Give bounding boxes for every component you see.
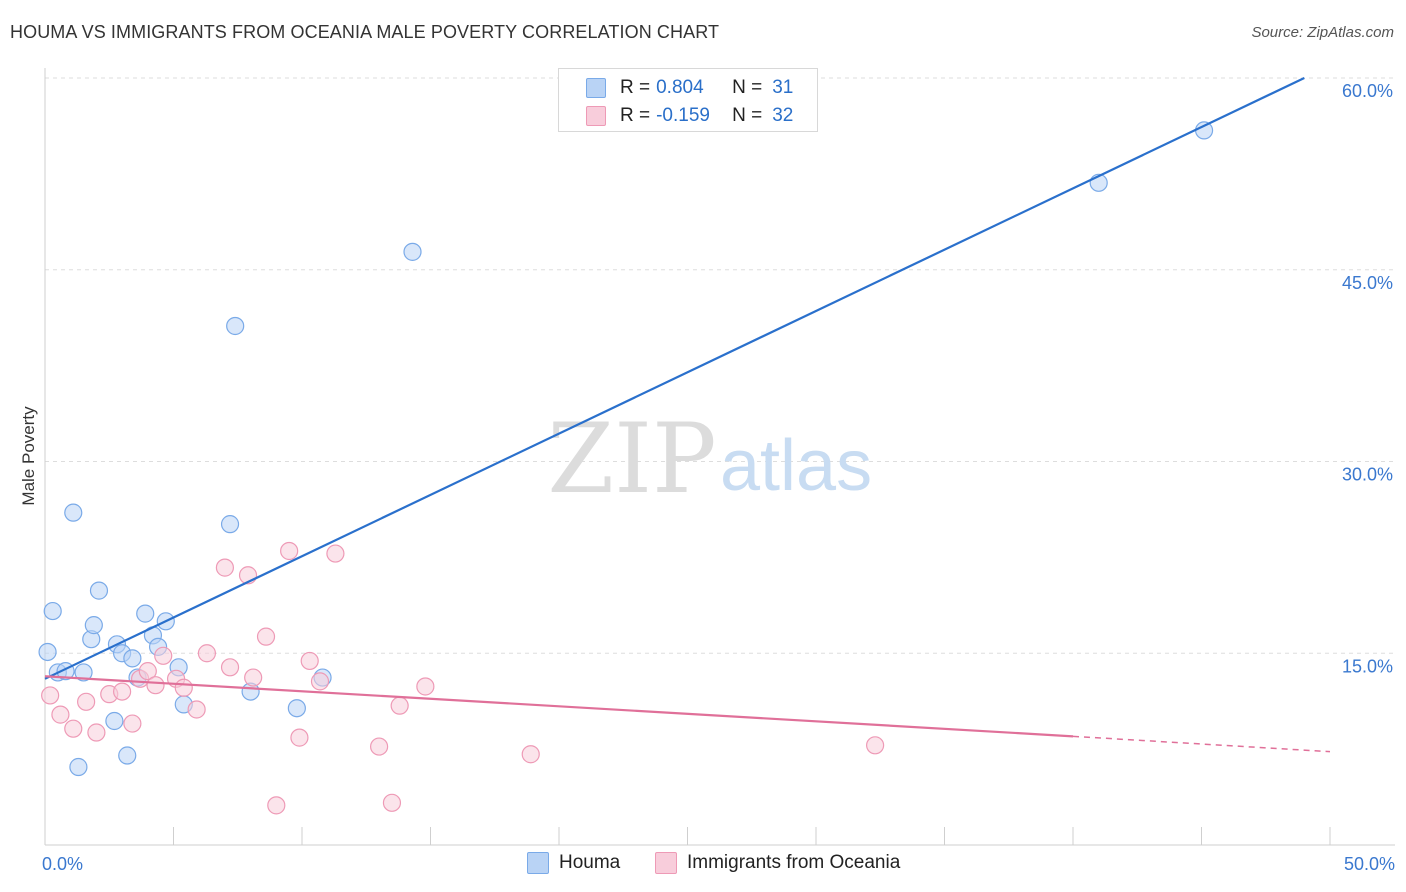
data-point [290, 728, 309, 747]
data-point [226, 316, 245, 336]
legend-label-houma: Houma [559, 852, 621, 873]
trend-line-houma [44, 77, 1305, 680]
data-point [64, 503, 83, 522]
r-label: R = [620, 77, 651, 98]
data-point [244, 668, 263, 687]
data-point [123, 714, 142, 733]
x-tick-label: 0.0% [42, 854, 83, 874]
legend-label-oceania: Immigrants from Oceania [687, 852, 901, 873]
data-point [87, 723, 106, 742]
legend-item-oceania: Immigrants from Oceania [655, 852, 900, 874]
data-point [136, 604, 155, 623]
houma-swatch [586, 78, 606, 98]
watermark-zip: ZIP [547, 403, 716, 515]
y-axis-label: Male Poverty [19, 406, 38, 506]
n-value: 32 [772, 105, 794, 126]
data-point [280, 541, 299, 561]
data-point [154, 646, 173, 665]
legend-item-houma: Houma [527, 852, 620, 874]
data-point [521, 745, 540, 764]
data-point [390, 696, 409, 715]
data-point [105, 711, 124, 731]
watermark: ZIP atlas [547, 403, 872, 515]
x-tick-labels: 0.0% 50.0% [42, 854, 1395, 874]
data-point [89, 581, 109, 600]
y-tick-label: 60.0% [1342, 81, 1393, 101]
r-label: R = [620, 105, 651, 126]
oceania-swatch [586, 106, 606, 126]
oceania-swatch [655, 852, 677, 874]
source-label: Source: ZipAtlas.com [1251, 24, 1394, 41]
data-point [382, 793, 402, 812]
data-point [51, 705, 70, 724]
x-tick-label: 50.0% [1344, 854, 1395, 874]
legend-row-houma: R = 0.804 N = 31 [559, 74, 793, 102]
stats-legend: R = 0.804 N = 31 R = -0.159 N = 32 [558, 68, 818, 132]
data-point [174, 678, 193, 697]
data-point [38, 642, 57, 662]
data-point [64, 719, 83, 738]
data-point [416, 677, 435, 696]
data-point [123, 649, 142, 668]
series-oceania-points [41, 541, 885, 815]
r-value: -0.159 [656, 105, 710, 126]
data-point [1194, 121, 1214, 140]
n-value: 31 [772, 77, 794, 98]
axes [44, 68, 1395, 846]
data-point [220, 658, 240, 677]
r-value: 0.804 [656, 77, 704, 98]
data-point [215, 558, 234, 577]
data-point [118, 746, 137, 765]
data-point [74, 663, 93, 682]
legend-row-oceania: R = -0.159 N = 32 [559, 102, 793, 130]
data-point [146, 676, 165, 695]
n-label: N = [732, 105, 763, 126]
data-point [326, 544, 345, 563]
data-point [300, 651, 319, 671]
data-point [267, 796, 286, 815]
data-point [69, 757, 88, 777]
n-label: N = [732, 77, 763, 98]
data-point [187, 700, 206, 719]
data-point [197, 644, 217, 663]
data-point [866, 736, 885, 755]
data-point [138, 662, 157, 681]
chart-title: HOUMA VS IMMIGRANTS FROM OCEANIA MALE PO… [10, 22, 720, 42]
data-point [256, 627, 276, 646]
data-point [403, 242, 422, 261]
y-tick-label: 30.0% [1342, 465, 1393, 485]
series-legend: Houma Immigrants from Oceania [0, 852, 1406, 878]
data-point [77, 692, 96, 711]
y-tick-labels: 15.0% 30.0% 45.0% 60.0% [1342, 81, 1393, 676]
data-point [43, 601, 62, 621]
data-point [220, 515, 240, 534]
y-tick-label: 15.0% [1342, 656, 1393, 676]
data-point [370, 737, 389, 756]
houma-swatch [527, 852, 549, 874]
trend-line-oceania [44, 675, 1074, 738]
y-tick-label: 45.0% [1342, 273, 1393, 293]
trend-line-dashed-oceania [1072, 735, 1331, 753]
watermark-atlas: atlas [720, 426, 872, 506]
data-point [84, 616, 103, 635]
data-point [41, 686, 60, 705]
data-point [310, 672, 330, 691]
data-point [112, 682, 132, 701]
trend-lines [44, 77, 1331, 753]
data-point [287, 699, 306, 718]
